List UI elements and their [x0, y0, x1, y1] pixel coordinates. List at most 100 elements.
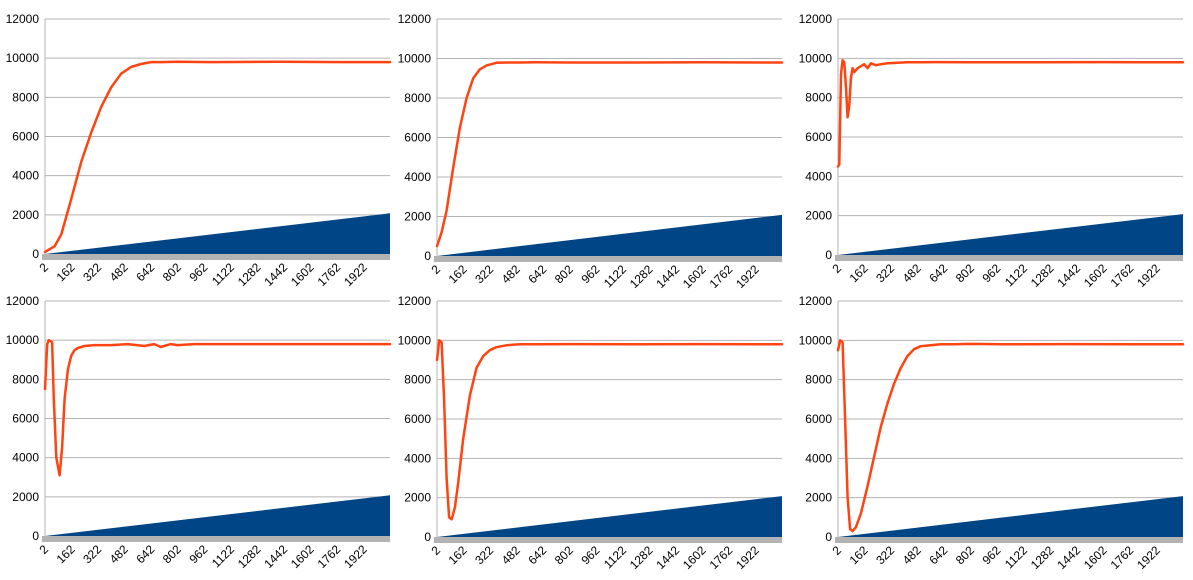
- x-tick-label: 1922: [733, 262, 762, 291]
- x-tick-label: 802: [953, 543, 977, 567]
- line-series: [836, 339, 1185, 533]
- y-tick-label: 12000: [799, 294, 833, 308]
- y-tick-label: 4000: [805, 451, 832, 465]
- x-tick-label: 962: [578, 262, 602, 286]
- y-tick-label: 0: [825, 248, 832, 262]
- x-tick-label: 802: [160, 260, 184, 284]
- x-tick-label: 1282: [235, 542, 264, 571]
- x-axis-base: [42, 536, 390, 542]
- x-tick-label: 322: [472, 262, 496, 286]
- y-tick-label: 4000: [404, 170, 431, 184]
- x-tick-label: 1122: [1002, 543, 1030, 571]
- y-tick-label: 10000: [398, 52, 432, 66]
- line-series: [836, 59, 1185, 168]
- x-tick-label: 642: [133, 542, 157, 566]
- x-tick-label: 1922: [1134, 543, 1163, 572]
- y-tick-label: 10000: [6, 333, 40, 347]
- x-tick-label: 1602: [1081, 543, 1110, 572]
- y-tick-label: 2000: [12, 208, 39, 222]
- x-tick-label: 2: [36, 542, 51, 557]
- x-axis-base: [42, 254, 390, 260]
- x-tick-label: 1282: [627, 543, 656, 572]
- y-tick-label: 0: [825, 530, 832, 544]
- x-tick-label: 1922: [1134, 261, 1163, 290]
- line-series: [43, 338, 392, 477]
- x-tick-label: 1922: [733, 543, 762, 572]
- area-series: [437, 214, 782, 256]
- y-tick-label: 0: [424, 530, 431, 544]
- x-tick-label: 642: [926, 261, 950, 285]
- y-tick-label: 4000: [805, 169, 832, 183]
- x-tick-label: 2: [829, 543, 844, 558]
- chart-panel-6: 0 2000 4000 6000 8000 10000 12000 2 162 322 482 642…: [799, 294, 1185, 572]
- y-tick-label: 8000: [805, 373, 832, 387]
- x-tick-label: 1442: [261, 260, 290, 289]
- x-tick-label: 962: [578, 543, 602, 567]
- x-tick-label: 1922: [341, 542, 370, 571]
- chart-panel-2: 0 2000 4000 6000 8000 10000 12000 2 162 322 482 642…: [398, 12, 784, 291]
- y-tick-label: 6000: [404, 412, 431, 426]
- y-tick-label: 0: [32, 529, 39, 543]
- x-tick-label: 642: [133, 260, 157, 284]
- y-tick-label: 12000: [799, 12, 833, 26]
- x-tick-label: 1442: [653, 543, 682, 572]
- y-tick-label: 8000: [404, 91, 431, 105]
- x-tick-label: 322: [873, 261, 897, 285]
- x-tick-label: 1282: [1028, 543, 1057, 572]
- x-tick-label: 802: [552, 262, 576, 286]
- area-series: [838, 214, 1183, 255]
- x-tick-label: 482: [499, 543, 523, 567]
- x-tick-label: 162: [847, 261, 871, 285]
- x-tick-label: 1122: [209, 542, 237, 570]
- x-tick-label: 1762: [1108, 261, 1137, 290]
- x-tick-label: 322: [873, 543, 897, 567]
- x-tick-label: 2: [36, 260, 51, 275]
- y-tick-label: 8000: [12, 90, 39, 104]
- x-tick-label: 802: [953, 261, 977, 285]
- x-tick-label: 1762: [315, 260, 344, 289]
- x-tick-label: 1122: [209, 260, 237, 288]
- x-axis-base: [434, 256, 782, 262]
- y-tick-label: 4000: [12, 451, 39, 465]
- y-tick-label: 10000: [799, 333, 833, 347]
- y-tick-label: 12000: [398, 294, 432, 308]
- y-tick-label: 6000: [12, 130, 39, 144]
- x-tick-label: 2: [428, 262, 443, 277]
- line-series: [435, 61, 784, 248]
- y-tick-label: 2000: [805, 209, 832, 223]
- y-tick-label: 10000: [6, 51, 40, 65]
- x-tick-label: 962: [186, 542, 210, 566]
- x-axis-base: [835, 255, 1183, 261]
- y-tick-label: 4000: [12, 169, 39, 183]
- x-tick-label: 1602: [680, 543, 709, 572]
- y-tick-label: 0: [32, 247, 39, 261]
- x-tick-label: 1602: [1081, 261, 1110, 290]
- x-tick-label: 642: [525, 543, 549, 567]
- y-tick-label: 8000: [805, 91, 832, 105]
- area-series: [437, 496, 782, 537]
- x-tick-label: 1762: [707, 543, 736, 572]
- x-tick-label: 2: [428, 543, 443, 558]
- chart-panel-4: 0 2000 4000 6000 8000 10000 12000 2 162 322 482 642…: [6, 294, 392, 571]
- y-tick-label: 10000: [799, 51, 833, 65]
- x-tick-label: 2: [829, 261, 844, 276]
- x-tick-label: 482: [499, 262, 523, 286]
- line-series: [435, 339, 784, 521]
- x-tick-label: 962: [979, 543, 1003, 567]
- x-tick-label: 1442: [1054, 261, 1083, 290]
- y-tick-label: 8000: [12, 372, 39, 386]
- x-tick-label: 962: [186, 260, 210, 284]
- y-tick-label: 6000: [404, 131, 431, 145]
- x-tick-label: 162: [847, 543, 871, 567]
- y-tick-label: 2000: [404, 210, 431, 224]
- x-tick-label: 322: [80, 260, 104, 284]
- x-tick-label: 802: [160, 542, 184, 566]
- chart-panel-1: 0 2000 4000 6000 8000 10000 12000 2 162 322 482 642…: [6, 12, 392, 289]
- x-tick-label: 1762: [315, 542, 344, 571]
- area-series: [45, 495, 390, 536]
- x-tick-label: 1602: [288, 542, 317, 571]
- y-tick-label: 6000: [12, 412, 39, 426]
- y-tick-label: 6000: [805, 130, 832, 144]
- x-tick-label: 322: [472, 543, 496, 567]
- y-tick-label: 2000: [404, 491, 431, 505]
